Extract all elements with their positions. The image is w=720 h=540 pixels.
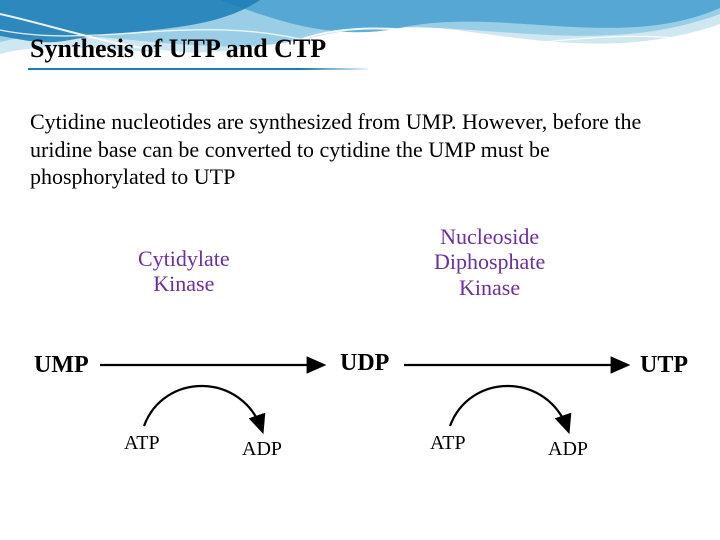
pathway-diagram: UMPUDPUTPCytidylateKinaseNucleosideDipho… bbox=[30, 240, 690, 480]
substrate-label-adp1: ADP bbox=[242, 438, 282, 461]
pathway-node-udp: UDP bbox=[340, 350, 389, 377]
substrate-label-atp1: ATP bbox=[124, 432, 160, 455]
pathway-node-utp: UTP bbox=[640, 352, 688, 379]
enzyme-label-enz2: NucleosideDiphosphateKinase bbox=[434, 224, 545, 300]
substrate-label-atp2: ATP bbox=[430, 432, 466, 455]
slide-title: Synthesis of UTP and CTP bbox=[30, 34, 326, 64]
title-underline bbox=[28, 68, 368, 70]
substrate-label-adp2: ADP bbox=[548, 438, 588, 461]
body-paragraph: Cytidine nucleotides are synthesized fro… bbox=[30, 108, 670, 191]
pathway-node-ump: UMP bbox=[34, 352, 89, 379]
enzyme-label-enz1: CytidylateKinase bbox=[138, 246, 230, 297]
